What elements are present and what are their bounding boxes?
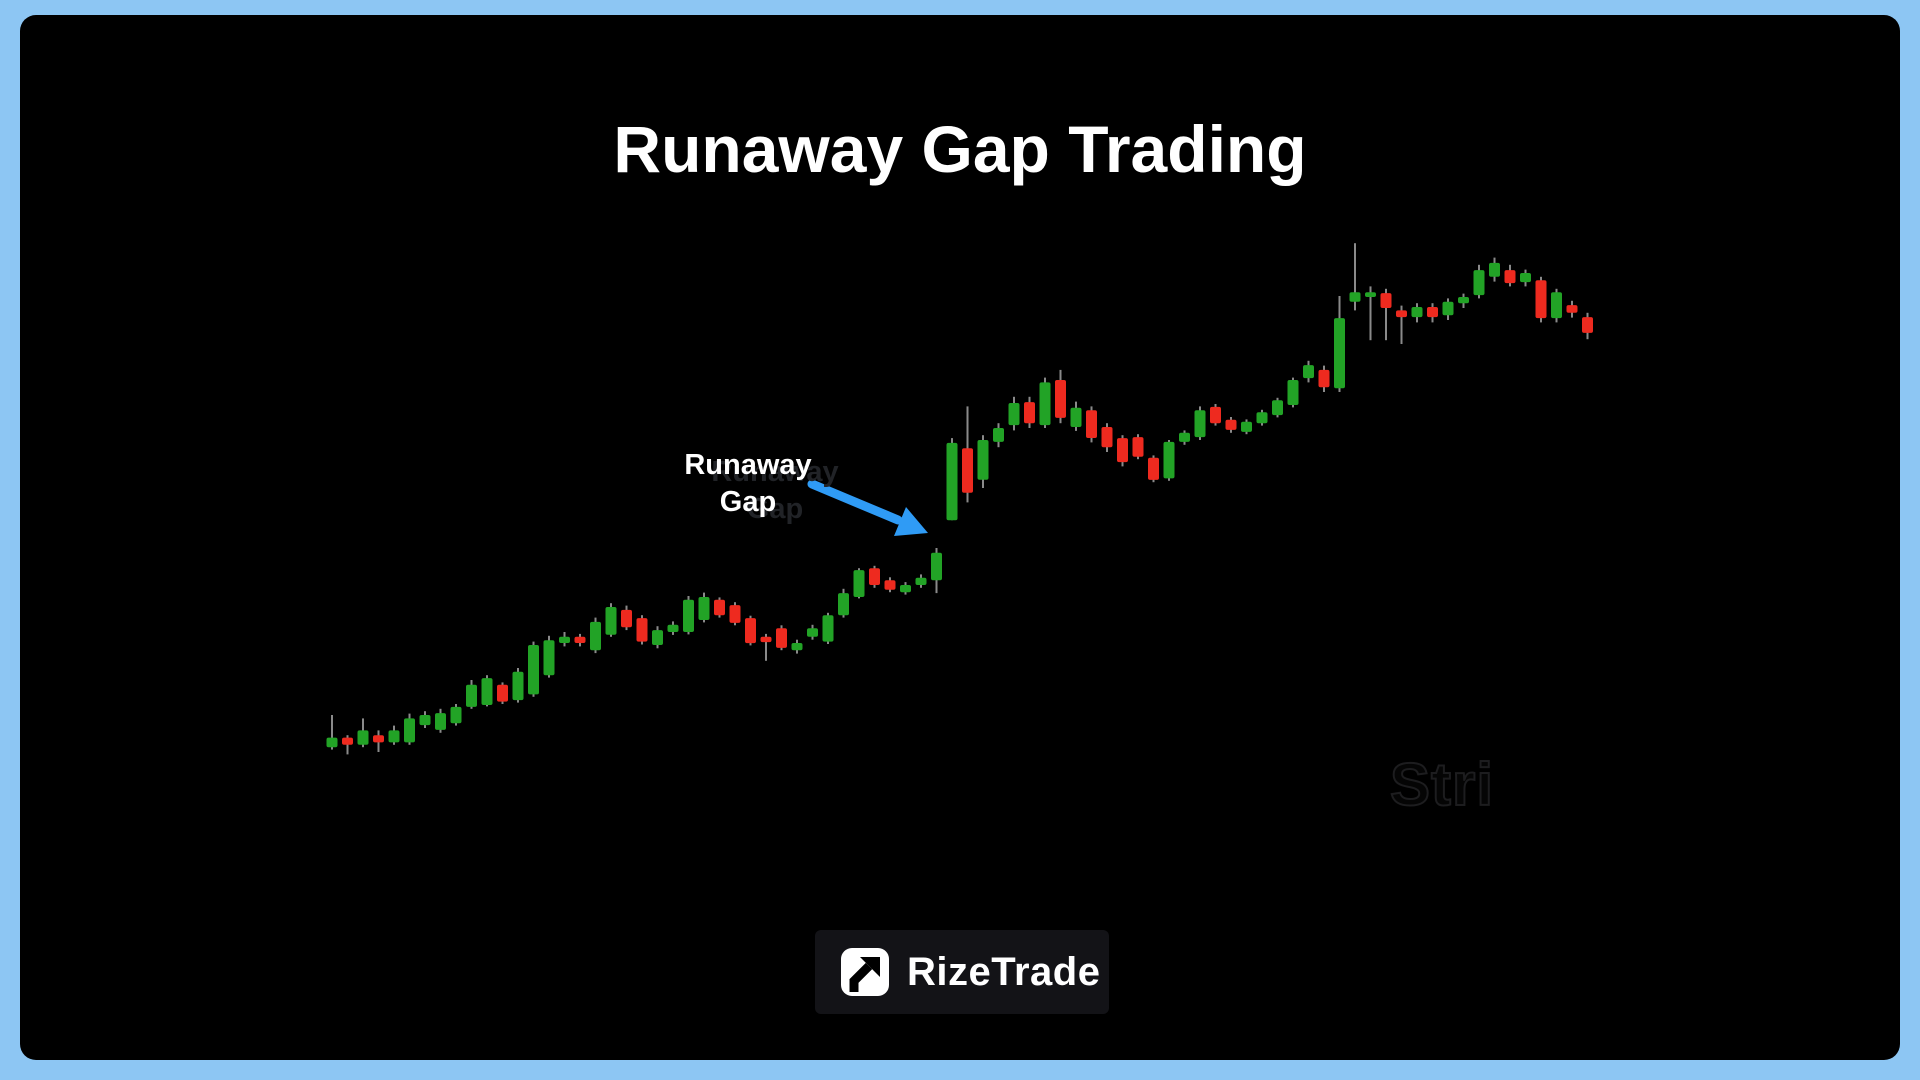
brand-name: RizeTrade	[907, 949, 1101, 994]
annotation-line-2: Gap	[719, 486, 777, 518]
black-panel	[20, 15, 1900, 1060]
page-title: Runaway Gap Trading	[613, 112, 1307, 186]
background-watermark: Stri	[1389, 750, 1495, 819]
brand-badge: RizeTrade	[815, 930, 1109, 1014]
annotation-line-1: Runaway	[684, 449, 812, 481]
runaway-gap-label: Runaway Gap	[650, 447, 846, 521]
arrow-up-right-icon	[841, 948, 889, 996]
